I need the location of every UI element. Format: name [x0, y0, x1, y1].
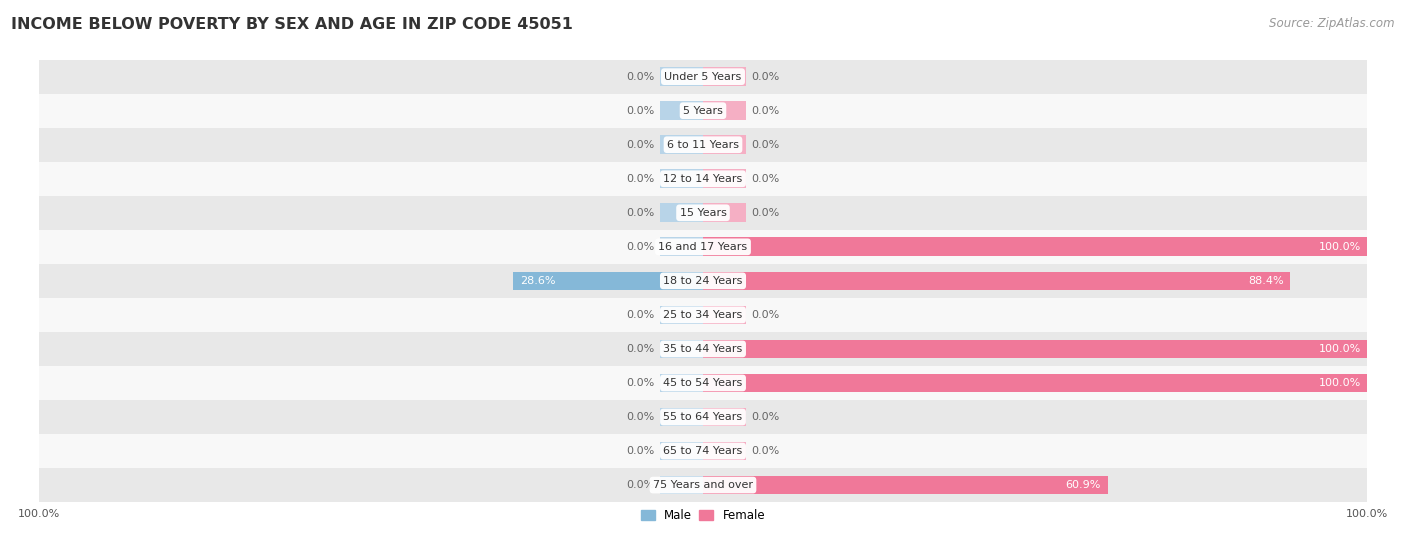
Text: 0.0%: 0.0% [626, 140, 655, 150]
Bar [703, 170, 747, 188]
Text: 100.0%: 100.0% [1319, 344, 1361, 354]
Bar [703, 68, 747, 86]
Text: 0.0%: 0.0% [626, 446, 655, 456]
Bar [39, 400, 1367, 434]
Bar [703, 306, 747, 324]
Bar [703, 374, 747, 392]
Bar [659, 102, 703, 120]
Text: 0.0%: 0.0% [751, 140, 780, 150]
Text: 0.0%: 0.0% [751, 174, 780, 184]
Text: 88.4%: 88.4% [1249, 276, 1284, 286]
Bar [39, 332, 1367, 366]
Text: 0.0%: 0.0% [626, 242, 655, 252]
Bar [659, 408, 703, 426]
Text: 100.0%: 100.0% [1319, 378, 1361, 388]
Bar [659, 442, 703, 460]
Text: 0.0%: 0.0% [626, 310, 655, 320]
Bar [659, 306, 703, 324]
Bar [39, 298, 1367, 332]
Bar [39, 94, 1367, 128]
Bar [703, 340, 1367, 358]
Text: 16 and 17 Years: 16 and 17 Years [658, 242, 748, 252]
Text: 0.0%: 0.0% [751, 208, 780, 218]
Text: 0.0%: 0.0% [751, 71, 780, 81]
Bar [659, 340, 703, 358]
Bar [703, 442, 747, 460]
Bar [659, 476, 703, 494]
Bar [659, 374, 703, 392]
Bar [703, 408, 747, 426]
Bar [39, 128, 1367, 162]
Bar [703, 238, 747, 256]
Text: 0.0%: 0.0% [626, 480, 655, 490]
Text: Source: ZipAtlas.com: Source: ZipAtlas.com [1270, 17, 1395, 30]
Text: 75 Years and over: 75 Years and over [652, 480, 754, 490]
Text: Under 5 Years: Under 5 Years [665, 71, 741, 81]
Bar [659, 204, 703, 222]
Bar [703, 272, 747, 290]
Bar [39, 60, 1367, 94]
Text: 0.0%: 0.0% [626, 174, 655, 184]
Text: 0.0%: 0.0% [626, 208, 655, 218]
Text: 100.0%: 100.0% [1319, 242, 1361, 252]
Bar [703, 374, 1367, 392]
Text: 0.0%: 0.0% [751, 310, 780, 320]
Bar [39, 366, 1367, 400]
Text: 45 to 54 Years: 45 to 54 Years [664, 378, 742, 388]
Text: 0.0%: 0.0% [626, 412, 655, 422]
Bar [703, 102, 747, 120]
Bar [703, 272, 1291, 290]
Bar [659, 238, 703, 256]
Text: INCOME BELOW POVERTY BY SEX AND AGE IN ZIP CODE 45051: INCOME BELOW POVERTY BY SEX AND AGE IN Z… [11, 17, 574, 32]
Text: 18 to 24 Years: 18 to 24 Years [664, 276, 742, 286]
Bar [39, 434, 1367, 468]
Text: 0.0%: 0.0% [751, 412, 780, 422]
Bar [703, 136, 747, 154]
Bar [703, 340, 747, 358]
Bar [513, 272, 703, 290]
Text: 0.0%: 0.0% [626, 71, 655, 81]
Bar [659, 68, 703, 86]
Text: 0.0%: 0.0% [751, 446, 780, 456]
Bar [703, 476, 1108, 494]
Text: 35 to 44 Years: 35 to 44 Years [664, 344, 742, 354]
Bar [703, 476, 747, 494]
Legend: Male, Female: Male, Female [636, 504, 770, 527]
Text: 60.9%: 60.9% [1066, 480, 1101, 490]
Text: 0.0%: 0.0% [751, 105, 780, 116]
Bar [39, 162, 1367, 196]
Text: 65 to 74 Years: 65 to 74 Years [664, 446, 742, 456]
Text: 15 Years: 15 Years [679, 208, 727, 218]
Text: 25 to 34 Years: 25 to 34 Years [664, 310, 742, 320]
Bar [703, 238, 1367, 256]
Bar [659, 170, 703, 188]
Bar [659, 136, 703, 154]
Bar [39, 468, 1367, 502]
Text: 12 to 14 Years: 12 to 14 Years [664, 174, 742, 184]
Text: 0.0%: 0.0% [626, 105, 655, 116]
Text: 0.0%: 0.0% [626, 378, 655, 388]
Text: 6 to 11 Years: 6 to 11 Years [666, 140, 740, 150]
Text: 28.6%: 28.6% [520, 276, 555, 286]
Bar [39, 196, 1367, 230]
Text: 55 to 64 Years: 55 to 64 Years [664, 412, 742, 422]
Text: 0.0%: 0.0% [626, 344, 655, 354]
Text: 5 Years: 5 Years [683, 105, 723, 116]
Bar [39, 230, 1367, 264]
Bar [703, 204, 747, 222]
Bar [39, 264, 1367, 298]
Bar [659, 272, 703, 290]
